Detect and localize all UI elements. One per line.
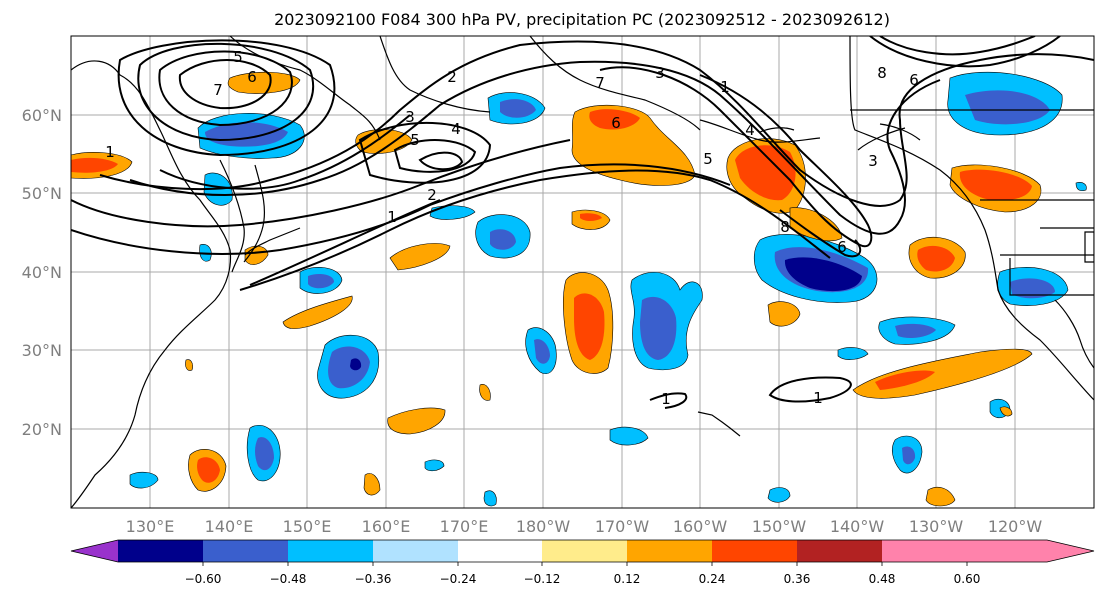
lat-label: 30°N xyxy=(22,341,62,360)
colorbar-segment xyxy=(627,540,712,562)
contour-label: 5 xyxy=(233,48,243,66)
lon-label: 150°W xyxy=(752,517,807,536)
latitude-labels: 60°N 50°N 40°N 30°N 20°N xyxy=(22,106,62,439)
lon-label: 130°E xyxy=(126,517,175,536)
contour-label: 6 xyxy=(611,114,621,132)
lon-label: 150°E xyxy=(283,517,332,536)
colorbar-tick-label: 0.24 xyxy=(699,572,726,586)
lon-label: 120°W xyxy=(988,517,1043,536)
lon-label: 130°W xyxy=(909,517,964,536)
contour-label: 2 xyxy=(447,68,457,86)
contour-label: 1 xyxy=(720,78,730,96)
contour-label: 1 xyxy=(813,389,823,407)
contour-label: 3 xyxy=(655,64,665,82)
colorbar-segment xyxy=(542,540,627,562)
contour-label: 7 xyxy=(595,74,605,92)
colorbar-tick-label: −0.48 xyxy=(270,572,307,586)
lon-label: 140°E xyxy=(205,517,254,536)
contour-label: 5 xyxy=(703,150,713,168)
contour-label: 2 xyxy=(427,186,437,204)
colorbar-tick-label: −0.36 xyxy=(355,572,392,586)
colorbar-tick-label: 0.36 xyxy=(784,572,811,586)
coastlines xyxy=(71,36,1094,508)
longitude-labels: 130°E 140°E 150°E 160°E 170°E 180°W 170°… xyxy=(126,517,1043,536)
colorbar: −0.60 −0.48 −0.36 −0.24 −0.12 0.12 0.24 … xyxy=(70,539,1095,586)
lon-label: 160°W xyxy=(673,517,728,536)
colorbar-ticks xyxy=(202,562,968,566)
map-frame xyxy=(70,35,1095,509)
contour-labels: 6 7 5 1 2 3 4 5 1 2 7 3 6 1 4 5 8 6 3 8 xyxy=(105,48,919,408)
contour-label: 1 xyxy=(661,390,671,408)
colorbar-segment xyxy=(882,540,967,562)
lat-label: 40°N xyxy=(22,263,62,282)
lon-label: 170°E xyxy=(440,517,489,536)
colorbar-segment xyxy=(797,540,882,562)
lon-label: 170°W xyxy=(595,517,650,536)
colorbar-tick-label: 0.12 xyxy=(614,572,641,586)
lat-label: 20°N xyxy=(22,420,62,439)
contour-label: 1 xyxy=(105,143,115,161)
map-panel: 6 7 5 1 2 3 4 5 1 2 7 3 6 1 4 5 8 6 3 8 xyxy=(70,35,1095,509)
contour-label: 1 xyxy=(387,208,397,226)
pv-contours xyxy=(71,36,1094,409)
contour-label: 6 xyxy=(247,68,257,86)
contour-label: 5 xyxy=(410,131,420,149)
lon-label: 180°W xyxy=(516,517,571,536)
contour-label: 7 xyxy=(213,81,223,99)
colorbar-segment xyxy=(373,540,458,562)
colorbar-segment xyxy=(71,540,118,562)
colorbar-tick-label: −0.60 xyxy=(185,572,222,586)
colorbar-segment xyxy=(288,540,373,562)
colorbar-tick-label: −0.24 xyxy=(440,572,477,586)
contour-label: 4 xyxy=(451,120,461,138)
contour-label: 8 xyxy=(780,218,790,236)
lon-label: 160°E xyxy=(362,517,411,536)
colorbar-tick-label: 0.60 xyxy=(954,572,981,586)
colorbar-segment xyxy=(458,540,542,562)
contour-label: 4 xyxy=(745,121,755,139)
colorbar-segment xyxy=(203,540,288,562)
contour-label: 3 xyxy=(405,108,415,126)
lon-label: 140°W xyxy=(830,517,885,536)
contour-label: 6 xyxy=(909,71,919,89)
colorbar-tick-label: −0.12 xyxy=(524,572,561,586)
contour-label: 8 xyxy=(877,64,887,82)
contour-label: 3 xyxy=(868,152,878,170)
map-title: 2023092100 F084 300 hPa PV, precipitatio… xyxy=(274,10,890,29)
colorbar-segment xyxy=(712,540,797,562)
contour-label: 6 xyxy=(837,238,847,256)
lat-label: 50°N xyxy=(22,184,62,203)
colorbar-tick-label: 0.48 xyxy=(869,572,896,586)
lat-label: 60°N xyxy=(22,106,62,125)
colorbar-segment xyxy=(967,540,1094,562)
colorbar-segment xyxy=(118,540,203,562)
